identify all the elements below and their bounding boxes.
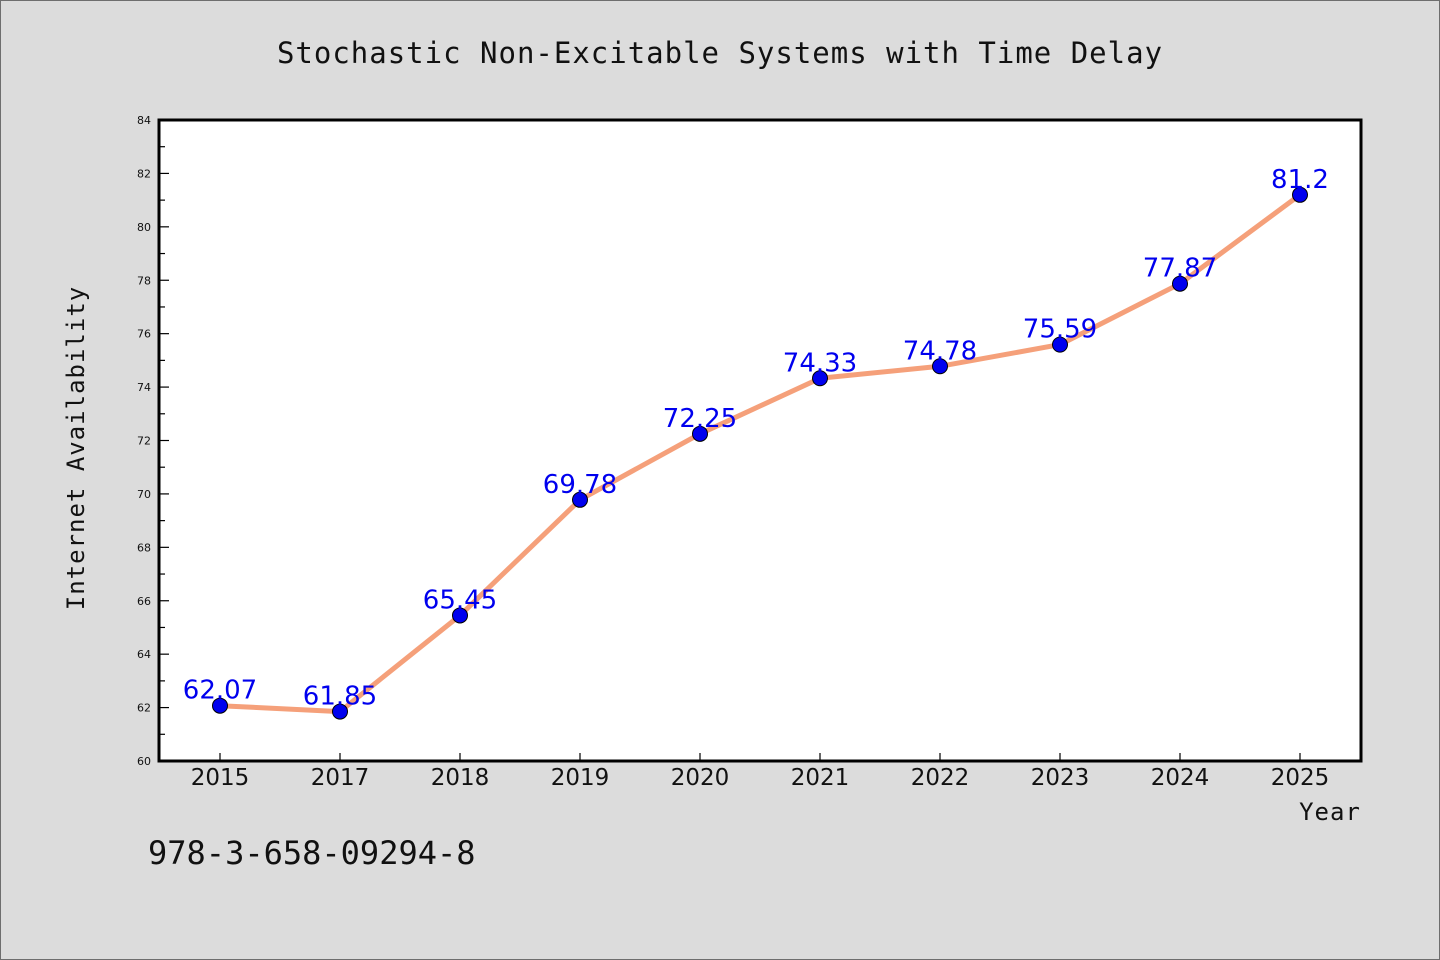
data-label: 75.59 bbox=[1023, 315, 1097, 345]
x-tick-label: 2022 bbox=[911, 765, 970, 791]
footer-isbn: 978-3-658-09294-8 bbox=[148, 834, 476, 872]
data-point bbox=[1172, 275, 1188, 292]
y-tick-label: 78 bbox=[137, 274, 151, 287]
data-label: 69.78 bbox=[543, 470, 617, 500]
y-tick-label: 72 bbox=[137, 435, 151, 448]
data-label: 65.45 bbox=[423, 585, 497, 615]
y-tick-label: 76 bbox=[137, 328, 151, 341]
y-tick-label: 68 bbox=[137, 541, 151, 554]
data-point bbox=[212, 697, 228, 714]
data-point bbox=[572, 491, 588, 508]
y-tick-label: 60 bbox=[137, 755, 151, 768]
data-label: 72.25 bbox=[663, 404, 737, 434]
data-point bbox=[452, 607, 468, 624]
series-line bbox=[217, 192, 1303, 715]
data-label: 62.07 bbox=[183, 676, 257, 706]
plot-border bbox=[157, 118, 1363, 763]
x-tick-label: 2015 bbox=[191, 765, 250, 791]
x-axis-label: Year bbox=[1299, 798, 1361, 826]
x-axis: 2015 2017 2018 2019 2020 2021 2022 2023 2024 2025 bbox=[191, 753, 1330, 791]
data-point bbox=[932, 358, 948, 375]
data-labels: 62.07 61.85 65.45 69.78 72.25 74.33 74.78 75.59… bbox=[183, 165, 1329, 712]
y-axis: 60 62 64 66 68 70 72 74 76 78 80 82 84 bbox=[137, 114, 169, 768]
data-point bbox=[1052, 336, 1068, 353]
y-tick-label: 64 bbox=[137, 648, 151, 661]
data-label: 61.85 bbox=[303, 682, 377, 712]
x-tick-label: 2023 bbox=[1031, 765, 1090, 791]
x-tick-label: 2025 bbox=[1271, 765, 1330, 791]
data-point bbox=[1292, 186, 1308, 203]
chart-title: Stochastic Non-Excitable Systems with Ti… bbox=[277, 36, 1163, 70]
y-tick-label: 66 bbox=[137, 595, 151, 608]
x-tick-label: 2024 bbox=[1151, 765, 1210, 791]
data-point bbox=[332, 703, 348, 720]
y-tick-label: 74 bbox=[137, 381, 151, 394]
data-label: 77.87 bbox=[1143, 254, 1217, 284]
y-tick-label: 80 bbox=[137, 221, 151, 234]
series-markers bbox=[212, 186, 1308, 720]
x-tick-label: 2018 bbox=[431, 765, 490, 791]
data-point bbox=[692, 425, 708, 442]
data-label: 81.2 bbox=[1271, 165, 1329, 195]
data-label: 74.78 bbox=[903, 336, 977, 366]
y-tick-label: 70 bbox=[137, 488, 151, 501]
data-label: 74.33 bbox=[783, 348, 857, 378]
y-tick-label: 82 bbox=[137, 167, 151, 180]
y-axis-label: Internet Availability bbox=[62, 286, 90, 610]
y-tick-label: 62 bbox=[137, 702, 151, 715]
x-tick-label: 2019 bbox=[551, 765, 610, 791]
x-tick-label: 2020 bbox=[671, 765, 730, 791]
y-tick-label: 84 bbox=[137, 114, 151, 127]
x-tick-label: 2017 bbox=[311, 765, 370, 791]
x-tick-label: 2021 bbox=[791, 765, 850, 791]
data-point bbox=[812, 370, 828, 387]
plot-area bbox=[159, 120, 1361, 761]
